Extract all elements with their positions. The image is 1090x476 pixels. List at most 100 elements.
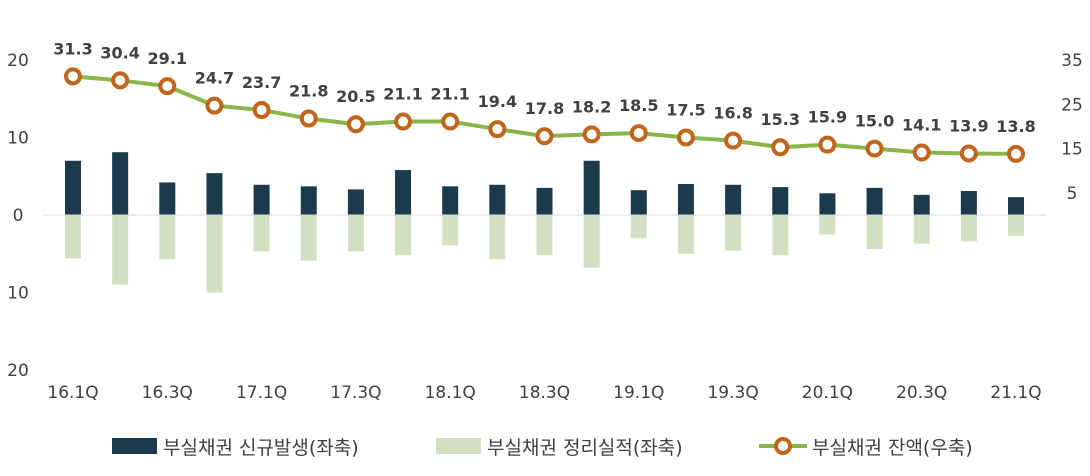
left-tick-4: 20: [7, 361, 29, 381]
resolved-npl-bar-19.1Q: [630, 215, 647, 239]
balance-label-17.4Q: 21.1: [383, 85, 422, 104]
balance-label-17.3Q: 20.5: [336, 87, 375, 106]
new-npl-bar-18.2Q: [489, 184, 506, 215]
legend-label-new-npl: 부실채권 신규발생(좌축): [163, 437, 359, 459]
balance-marker-18.4Q: [582, 125, 601, 144]
balance-label-18.4Q: 18.2: [572, 97, 611, 116]
legend-label-resolved-npl: 부실채권 정리실적(좌축): [487, 437, 683, 459]
resolved-npl-bar-17.1Q: [253, 215, 270, 252]
x-tick-19.3Q: 19.3Q: [707, 383, 758, 403]
resolved-npl-bar-17.4Q: [395, 215, 412, 256]
balance-label-19.3Q: 16.8: [713, 104, 752, 123]
resolved-npl-bar-19.4Q: [772, 215, 789, 256]
balance-label-18.1Q: 21.1: [430, 85, 469, 104]
balance-label-19.4Q: 15.3: [761, 110, 800, 129]
balance-marker-20.1Q: [818, 135, 837, 154]
left-tick-0: 20: [7, 51, 29, 71]
balance-marker-20.2Q: [865, 139, 884, 158]
new-npl-bar-17.3Q: [347, 189, 364, 215]
new-npl-bar-18.1Q: [442, 186, 459, 215]
new-npl-bar-20.4Q: [960, 190, 977, 215]
balance-marker-18.3Q: [535, 127, 554, 146]
legend-swatch-new-npl: [112, 438, 157, 454]
balance-marker-16.4Q: [205, 96, 224, 115]
new-npl-bar-17.4Q: [395, 170, 412, 215]
right-tick-1: 25: [1061, 95, 1083, 115]
balance-marker-17.4Q: [394, 112, 413, 131]
x-tick-17.1Q: 17.1Q: [236, 383, 287, 403]
resolved-npl-bar-16.2Q: [112, 215, 129, 285]
resolved-npl-bar-19.2Q: [677, 215, 694, 254]
right-tick-0: 35: [1061, 51, 1083, 71]
new-npl-bar-16.3Q: [159, 182, 176, 215]
balance-label-16.1Q: 31.3: [53, 39, 92, 58]
new-npl-bar-16.1Q: [65, 160, 81, 215]
new-npl-bar-19.3Q: [725, 184, 742, 215]
right-axis-ticks: 35 25 15 5: [1061, 51, 1083, 204]
balance-label-18.3Q: 17.8: [525, 99, 564, 118]
x-tick-17.3Q: 17.3Q: [330, 383, 381, 403]
x-tick-16.3Q: 16.3Q: [142, 383, 193, 403]
balance-label-18.2Q: 19.4: [478, 92, 517, 111]
new-npl-bar-20.2Q: [866, 187, 883, 215]
balance-marker-16.2Q: [111, 71, 130, 90]
balance-label-16.4Q: 24.7: [195, 69, 234, 88]
new-npl-bar-18.4Q: [583, 160, 600, 215]
balance-label-16.2Q: 30.4: [100, 43, 139, 62]
resolved-npl-bar-18.2Q: [489, 215, 506, 260]
balance-label-19.1Q: 18.5: [619, 96, 658, 115]
resolved-npl-bar-18.3Q: [536, 215, 553, 256]
right-tick-3: 5: [1067, 184, 1078, 204]
resolved-npl-bar-18.1Q: [442, 215, 459, 246]
resolved-npl-bar-21.1Q: [1008, 215, 1024, 236]
legend-swatch-resolved-npl: [436, 438, 481, 454]
balance-marker-19.1Q: [629, 124, 648, 143]
balance-marker-18.1Q: [441, 112, 460, 131]
x-tick-18.3Q: 18.3Q: [519, 383, 570, 403]
balance-label-19.2Q: 17.5: [666, 101, 705, 120]
balance-label-17.1Q: 23.7: [242, 73, 281, 92]
left-tick-1: 10: [7, 129, 29, 149]
resolved-npl-bar-20.4Q: [960, 215, 977, 242]
x-tick-16.1Q: 16.1Q: [47, 383, 98, 403]
new-npl-bar-16.2Q: [112, 152, 129, 215]
balance-label-20.2Q: 15.0: [855, 112, 894, 131]
new-npl-bar-16.4Q: [206, 173, 223, 215]
resolved-npl-bar-16.1Q: [65, 215, 81, 259]
resolved-npl-bar-16.3Q: [159, 215, 176, 260]
x-tick-20.1Q: 20.1Q: [802, 383, 853, 403]
balance-marker-16.1Q: [64, 67, 82, 86]
resolved-npl-bar-20.2Q: [866, 215, 883, 250]
right-tick-2: 15: [1061, 140, 1083, 160]
legend: 부실채권 신규발생(좌축) 부실채권 정리실적(좌축) 부실채권 잔액(우축): [112, 437, 973, 459]
new-npl-bar-18.3Q: [536, 187, 553, 215]
new-npl-bar-19.4Q: [772, 187, 789, 215]
x-axis-ticks: 16.1Q 16.3Q 17.1Q 17.3Q 18.1Q 18.3Q 19.1Q 19.3Q…: [47, 383, 1041, 403]
resolved-npl-bar-20.3Q: [913, 215, 930, 244]
balance-marker-17.1Q: [252, 101, 271, 120]
left-axis-ticks: 20 10 0 10 20: [7, 51, 29, 381]
balance-label-20.3Q: 14.1: [902, 116, 941, 135]
x-tick-20.3Q: 20.3Q: [896, 383, 947, 403]
new-npl-bar-19.1Q: [630, 190, 647, 215]
balance-marker-17.3Q: [346, 115, 365, 134]
balance-label-21.1Q: 13.8: [996, 117, 1035, 136]
balance-marker-17.2Q: [299, 109, 318, 128]
new-npl-bar-20.1Q: [819, 193, 836, 215]
balance-marker-18.2Q: [488, 120, 507, 139]
x-tick-19.1Q: 19.1Q: [613, 383, 664, 403]
balance-marker-19.2Q: [676, 128, 695, 147]
balance-label-20.1Q: 15.9: [808, 108, 847, 127]
new-npl-bar-20.3Q: [913, 194, 930, 215]
data-labels-layer: 31.3 30.4 29.1 24.7 23.7 21.8 20.5 21.1 21.1 19.4…: [53, 39, 1035, 136]
balance-marker-21.1Q: [1007, 144, 1025, 163]
left-tick-2: 0: [13, 206, 24, 226]
new-npl-bar-17.2Q: [300, 186, 317, 215]
balance-marker-20.4Q: [959, 144, 978, 163]
balance-label-16.3Q: 29.1: [148, 49, 187, 68]
resolved-npl-bar-19.3Q: [725, 215, 742, 251]
legend-label-balance: 부실채권 잔액(우축): [812, 437, 973, 459]
resolved-npl-bar-20.1Q: [819, 215, 836, 235]
resolved-npl-bar-17.3Q: [347, 215, 364, 252]
